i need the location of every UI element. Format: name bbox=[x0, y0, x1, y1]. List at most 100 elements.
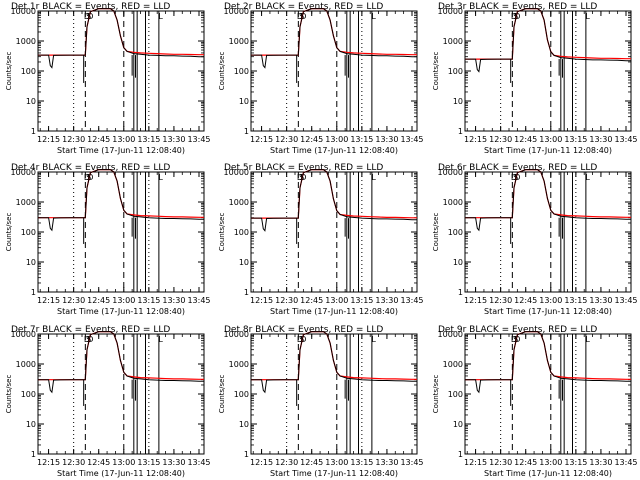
y-tick-label: 100 bbox=[21, 390, 36, 399]
x-tick-label: 12:30 bbox=[275, 135, 298, 144]
y-tick-label: 10000 bbox=[11, 7, 36, 16]
y-tick-label: 100 bbox=[234, 228, 249, 237]
y-axis-label: Counts/sec bbox=[5, 213, 13, 252]
events-series-line bbox=[251, 169, 417, 232]
y-tick-label: 1 bbox=[31, 450, 36, 459]
x-tick-label: 13:15 bbox=[137, 135, 160, 144]
x-tick-label: 12:15 bbox=[464, 296, 487, 305]
event-marker-letter: S bbox=[299, 173, 304, 182]
y-tick-label: 1000 bbox=[443, 360, 463, 369]
x-tick-label: 12:15 bbox=[250, 135, 273, 144]
x-tick-label: 12:45 bbox=[300, 135, 323, 144]
detector-panel: Det 3r BLACK = Events, RED = LLD 1 10 100 10… bbox=[432, 2, 638, 155]
x-tick-label: 12:30 bbox=[62, 296, 85, 305]
y-tick-label: 10 bbox=[26, 258, 36, 267]
plot-frame bbox=[37, 333, 205, 455]
detector-panel: Det 8r BLACK = Events, RED = LLD 1 10 100 10… bbox=[218, 325, 424, 478]
detector-panel: Det 9r BLACK = Events, RED = LLD 1 10 100 10… bbox=[432, 325, 638, 478]
x-tick-label: 12:15 bbox=[37, 135, 60, 144]
y-tick-label: 100 bbox=[448, 228, 463, 237]
y-tick-label: 10000 bbox=[438, 330, 463, 339]
y-tick-label: 1 bbox=[244, 127, 249, 136]
x-tick-label: 12:45 bbox=[514, 296, 537, 305]
plot-frame bbox=[250, 10, 418, 132]
plot-frame bbox=[37, 171, 205, 293]
y-tick-label: 10 bbox=[26, 97, 36, 106]
event-marker-letter: D bbox=[514, 335, 520, 344]
events-series-line bbox=[38, 169, 204, 232]
y-tick-label: 10 bbox=[239, 258, 249, 267]
x-tick-label: 12:30 bbox=[275, 296, 298, 305]
y-axis-label: Counts/sec bbox=[218, 213, 226, 252]
x-tick-label: 12:30 bbox=[275, 458, 298, 467]
x-tick-label: 13:45 bbox=[187, 458, 210, 467]
event-marker-letter: S bbox=[299, 335, 304, 344]
y-axis-label: Counts/sec bbox=[5, 52, 13, 91]
x-tick-label: 13:00 bbox=[539, 458, 562, 467]
x-tick-label: 12:15 bbox=[464, 135, 487, 144]
event-marker-letter: D bbox=[300, 173, 306, 182]
y-tick-label: 1 bbox=[244, 450, 249, 459]
x-tick-label: 13:15 bbox=[350, 296, 373, 305]
x-tick-label: 12:45 bbox=[514, 458, 537, 467]
x-tick-label: 12:45 bbox=[300, 458, 323, 467]
y-tick-label: 10 bbox=[453, 258, 463, 267]
x-tick-label: 12:45 bbox=[514, 135, 537, 144]
events-series-line bbox=[251, 331, 417, 394]
y-tick-label: 1000 bbox=[443, 198, 463, 207]
event-marker-letter: L bbox=[158, 12, 163, 21]
y-tick-label: 1 bbox=[458, 288, 463, 297]
lld-series-line bbox=[38, 331, 204, 381]
x-tick-label: 13:00 bbox=[112, 458, 135, 467]
x-tick-label: 13:15 bbox=[350, 135, 373, 144]
y-tick-label: 1000 bbox=[229, 37, 249, 46]
x-tick-label: 12:15 bbox=[37, 296, 60, 305]
x-tick-label: 13:00 bbox=[112, 135, 135, 144]
x-tick-label: 12:15 bbox=[37, 458, 60, 467]
x-tick-label: 13:45 bbox=[187, 296, 210, 305]
x-tick-label: 12:45 bbox=[87, 296, 110, 305]
x-tick-label: 13:45 bbox=[400, 296, 423, 305]
event-marker-letter: L bbox=[158, 335, 163, 344]
x-tick-label: 13:30 bbox=[375, 458, 398, 467]
x-tick-label: 13:45 bbox=[400, 458, 423, 467]
panel-title: Det 8r BLACK = Events, RED = LLD bbox=[224, 325, 383, 335]
x-tick-label: 13:30 bbox=[589, 296, 612, 305]
x-tick-label: 13:45 bbox=[400, 135, 423, 144]
event-marker-letter: S bbox=[513, 12, 518, 21]
y-tick-label: 1000 bbox=[229, 360, 249, 369]
y-tick-label: 100 bbox=[234, 390, 249, 399]
y-axis-label: Counts/sec bbox=[218, 52, 226, 91]
event-marker-letter: D bbox=[87, 12, 93, 21]
x-tick-label: 13:00 bbox=[539, 135, 562, 144]
x-tick-label: 13:15 bbox=[350, 458, 373, 467]
x-tick-label: 13:15 bbox=[137, 458, 160, 467]
plot-frame bbox=[464, 333, 632, 455]
event-marker-letter: L bbox=[371, 12, 376, 21]
events-series-line bbox=[465, 169, 631, 232]
events-series-line bbox=[251, 8, 417, 69]
event-marker-letter: D bbox=[511, 12, 517, 21]
plot-frame bbox=[250, 171, 418, 293]
event-marker-letter: S bbox=[513, 173, 518, 182]
lld-series-line bbox=[251, 8, 417, 56]
x-tick-label: 13:45 bbox=[614, 135, 637, 144]
y-tick-label: 1 bbox=[31, 127, 36, 136]
event-marker-letter: L bbox=[371, 335, 376, 344]
plot-frame bbox=[464, 171, 632, 293]
x-axis-label: Start Time (17-Jun-11 12:08:40) bbox=[484, 469, 612, 478]
event-marker-letter: D bbox=[87, 335, 93, 344]
y-axis-label: Counts/sec bbox=[218, 375, 226, 414]
y-tick-label: 10 bbox=[239, 97, 249, 106]
event-marker-letter: D bbox=[297, 335, 303, 344]
x-tick-label: 13:15 bbox=[564, 135, 587, 144]
panel-title: Det 5r BLACK = Events, RED = LLD bbox=[224, 163, 383, 173]
event-marker-letter: D bbox=[511, 173, 517, 182]
x-tick-label: 13:00 bbox=[325, 458, 348, 467]
x-tick-label: 12:15 bbox=[250, 458, 273, 467]
lld-series-line bbox=[38, 8, 204, 56]
y-tick-label: 10 bbox=[453, 97, 463, 106]
x-tick-label: 13:45 bbox=[614, 458, 637, 467]
y-tick-label: 1 bbox=[458, 127, 463, 136]
x-axis-label: Start Time (17-Jun-11 12:08:40) bbox=[57, 307, 185, 316]
